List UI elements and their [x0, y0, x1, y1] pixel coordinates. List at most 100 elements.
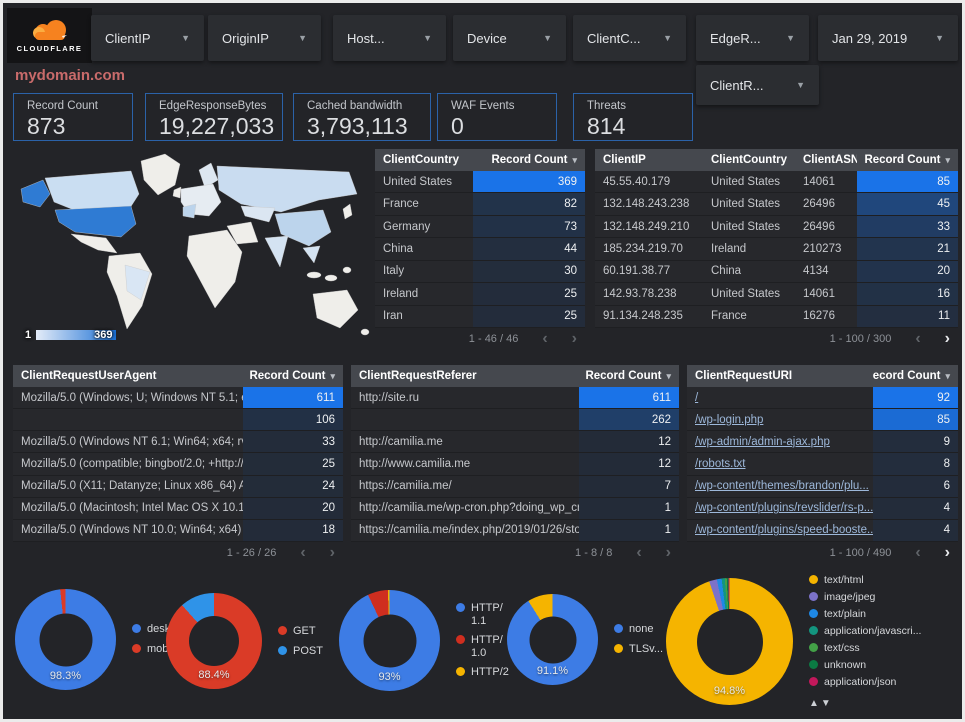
table-cell: United States [711, 287, 781, 300]
legend-item[interactable]: GET [278, 625, 323, 638]
column-header-clientip[interactable]: ClientIP [595, 154, 703, 166]
next-page-icon[interactable]: › [571, 329, 577, 347]
legend-item[interactable]: none [614, 623, 663, 636]
table-row: http://www.camilia.me 12 [351, 453, 679, 476]
legend-item[interactable]: text/css [809, 642, 921, 654]
record-count-cell: 4 [873, 497, 958, 519]
table-row: /wp-content/plugins/revslider/rs-p... 4 [687, 497, 958, 520]
record-count-cell: 25 [473, 283, 585, 305]
table-cell[interactable]: /wp-content/themes/brandon/plu... [687, 476, 873, 497]
donut-ring[interactable]: 98.3% [15, 589, 116, 690]
legend-item[interactable]: application/javascri... [809, 625, 921, 637]
column-header-clientcountry[interactable]: ClientCountry [375, 154, 473, 166]
table-row: China 44 [375, 238, 585, 261]
filter-clientr[interactable]: ClientR... ▼ [696, 65, 819, 105]
column-header-clientrequestuseragent[interactable]: ClientRequestUserAgent [13, 370, 243, 382]
table-cell: Mozilla/5.0 (Windows NT 6.1; Win64; x64;… [21, 435, 243, 448]
world-map[interactable]: 1 369 [13, 149, 375, 349]
table-cell: Mozilla/5.0 (compatible; bingbot/2.0; +h… [21, 457, 243, 470]
donut-ring[interactable]: 88.4% [166, 593, 262, 689]
prev-page-icon[interactable]: ‹ [300, 543, 306, 561]
prev-page-icon[interactable]: ‹ [542, 329, 548, 347]
legend-item[interactable]: HTTP/2 [456, 666, 509, 679]
scorecard-label: Threats [587, 100, 626, 112]
legend-item[interactable]: unknown [809, 659, 921, 671]
next-page-icon[interactable]: › [944, 543, 950, 561]
uri-link[interactable]: /robots.txt [695, 457, 746, 470]
table-cell[interactable]: /wp-content/plugins/speed-booste... [687, 520, 873, 541]
prev-page-icon[interactable]: ‹ [915, 543, 921, 561]
table-cell[interactable]: / [687, 387, 873, 408]
table-body: Mozilla/5.0 (Windows; U; Windows NT 5.1;… [13, 387, 343, 542]
uri-link[interactable]: /wp-content/plugins/revslider/rs-p... [695, 502, 873, 515]
date-range-filter[interactable]: Jan 29, 2019 ▼ [818, 15, 958, 61]
filter-clientc[interactable]: ClientC... ▼ [573, 15, 686, 61]
uri-link[interactable]: /wp-admin/admin-ajax.php [695, 435, 830, 448]
legend-item[interactable]: image/jpeg [809, 591, 921, 603]
map-color-scale: 1 369 [25, 329, 117, 341]
legend-color-dot [614, 644, 623, 653]
legend-color-dot [809, 592, 818, 602]
record-count-cell: 262 [579, 409, 679, 431]
legend-sort-arrows[interactable]: ▲▼ [809, 698, 921, 709]
legend-item[interactable]: POST [278, 645, 323, 658]
table-cell[interactable]: /robots.txt [687, 453, 873, 474]
legend-item[interactable]: TLSv... [614, 643, 663, 656]
date-range-label: Jan 29, 2019 [832, 30, 908, 46]
column-header-record-count[interactable]: Record Count ▾ [473, 154, 585, 166]
legend-color-dot [456, 602, 465, 612]
client-ip-table: ClientIP ClientCountry ClientASN Record Cou… [595, 149, 958, 349]
uri-link[interactable]: /wp-content/plugins/speed-booste... [695, 524, 873, 537]
uri-link[interactable]: / [695, 391, 699, 404]
chevron-down-icon: ▼ [786, 33, 795, 43]
donut-ring[interactable]: 93% [339, 590, 440, 691]
table-cell: Germany [383, 220, 431, 233]
scorecard-label: WAF Events [451, 100, 515, 112]
table-cell[interactable]: /wp-login.php [687, 409, 873, 430]
legend-item[interactable]: text/plain [809, 608, 921, 620]
legend-item[interactable]: text/html [809, 574, 921, 586]
column-header-record-count[interactable]: Record Count ▾ [243, 370, 343, 382]
donut-chart-3: 93% HTTP/ 1.1 HTTP/ 1.0 HTTP/2 [339, 590, 509, 691]
record-count-cell: 1 [579, 519, 679, 541]
filter-clientip[interactable]: ClientIP ▼ [91, 15, 204, 61]
table-cell: China [711, 265, 742, 278]
next-page-icon[interactable]: › [944, 329, 950, 347]
legend-color-dot [278, 625, 287, 635]
next-page-icon[interactable]: › [329, 543, 335, 561]
table-body: http://site.ru 611 262 http://camilia.me 12 h… [351, 387, 679, 542]
legend-item[interactable]: application/json [809, 676, 921, 688]
record-count-cell: 16 [857, 283, 958, 305]
sort-down-icon[interactable]: ▼ [820, 698, 833, 710]
uri-link[interactable]: /wp-content/themes/brandon/plu... [695, 480, 869, 493]
filter-device[interactable]: Device ▼ [453, 15, 566, 61]
table-row: Mozilla/5.0 (X11; Datanyze; Linux x86_64… [13, 475, 343, 498]
column-header-record-count[interactable]: Record Count ▾ [579, 370, 679, 382]
prev-page-icon[interactable]: ‹ [915, 329, 921, 347]
donut-percentage-label: 94.8% [713, 685, 746, 698]
legend-item[interactable]: HTTP/ 1.1 [456, 602, 509, 627]
table-cell: Mozilla/5.0 (Windows; U; Windows NT 5.1;… [21, 391, 243, 404]
column-header-record-count[interactable]: Record Count ▾ [857, 154, 958, 166]
cloudflare-cloud-icon [32, 19, 67, 40]
donut-ring[interactable]: 94.8% [666, 578, 793, 706]
donut-ring[interactable]: 91.1% [507, 594, 598, 685]
filter-edger[interactable]: EdgeR... ▼ [696, 15, 809, 61]
column-header-clientasn[interactable]: ClientASN [795, 154, 857, 166]
column-header-clientrequesturi[interactable]: ClientRequestURI [687, 370, 873, 382]
filter-originip[interactable]: OriginIP ▼ [208, 15, 321, 61]
referer-table: ClientRequestReferer Record Count ▾ http://… [351, 365, 679, 563]
prev-page-icon[interactable]: ‹ [636, 543, 642, 561]
table-cell[interactable]: /wp-admin/admin-ajax.php [687, 431, 873, 452]
next-page-icon[interactable]: › [665, 543, 671, 561]
filter-host[interactable]: Host... ▼ [333, 15, 446, 61]
record-count-cell: 85 [873, 409, 958, 431]
pagination-range: 1 - 26 / 26 [226, 546, 277, 559]
uri-link[interactable]: /wp-login.php [695, 413, 764, 426]
sort-up-icon[interactable]: ▲ [809, 698, 821, 710]
legend-item[interactable]: HTTP/ 1.0 [456, 634, 509, 659]
column-header-record-count[interactable]: Record Count ▾ [873, 370, 958, 382]
column-header-clientcountry[interactable]: ClientCountry [703, 154, 795, 166]
column-header-clientrequestreferer[interactable]: ClientRequestReferer [351, 370, 579, 382]
table-cell[interactable]: /wp-content/plugins/revslider/rs-p... [687, 498, 873, 519]
